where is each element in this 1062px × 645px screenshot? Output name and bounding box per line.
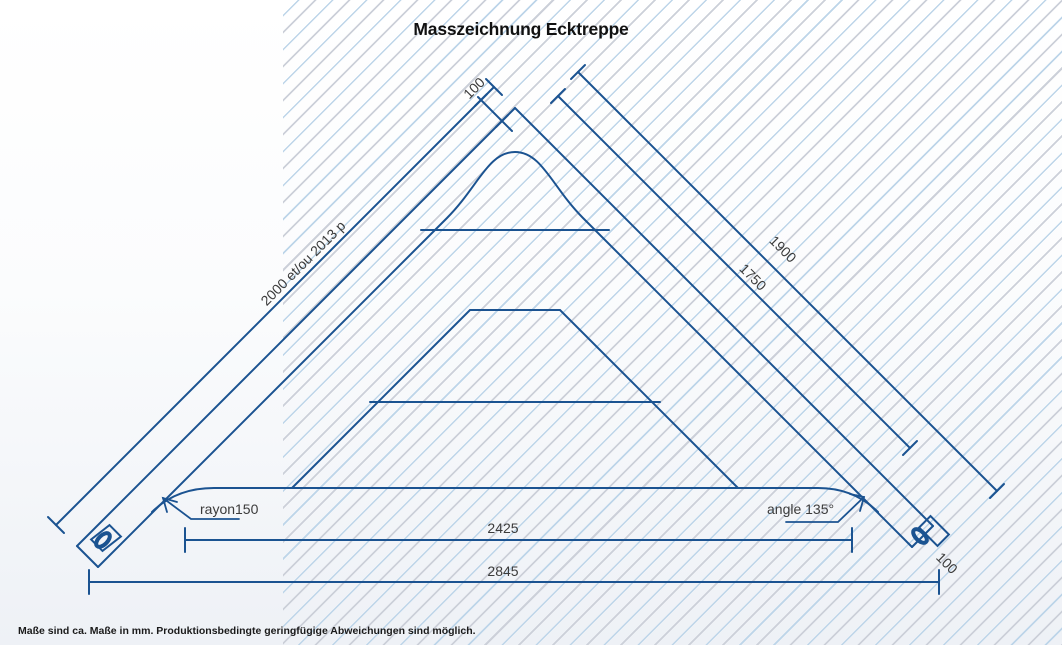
right-stringer-end-cap <box>911 525 934 548</box>
dim-label-2845: 2845 <box>487 563 519 579</box>
page-title: Masszeichnung Ecktreppe <box>413 19 629 39</box>
dim-line-2000 <box>47 78 503 534</box>
dim-line-2845 <box>88 569 940 595</box>
step-profile-2 <box>291 309 739 489</box>
left-stringer-outer-line <box>76 107 516 547</box>
radius-callout-leader <box>161 496 240 520</box>
dim-line-1900 <box>570 64 1005 499</box>
angle-callout-label: angle 135° <box>767 501 835 517</box>
right-anchor-bolt <box>911 527 929 545</box>
right-stringer-outer-line <box>514 107 934 527</box>
radius-callout-label: rayon150 <box>200 501 259 517</box>
left-stringer-end-cap <box>76 545 99 568</box>
dim-line-100-top <box>474 93 513 132</box>
handrail-inner-profile <box>97 150 913 568</box>
dim-label-2425: 2425 <box>487 520 519 536</box>
dim-line-2425 <box>184 527 853 553</box>
left-anchor-bolt <box>94 531 112 549</box>
footer-note: Maße sind ca. Maße in mm. Produktionsbed… <box>18 625 476 637</box>
hatch-pattern <box>283 0 1062 645</box>
angle-callout-leader <box>785 493 866 523</box>
dim-line-1750 <box>550 88 918 456</box>
